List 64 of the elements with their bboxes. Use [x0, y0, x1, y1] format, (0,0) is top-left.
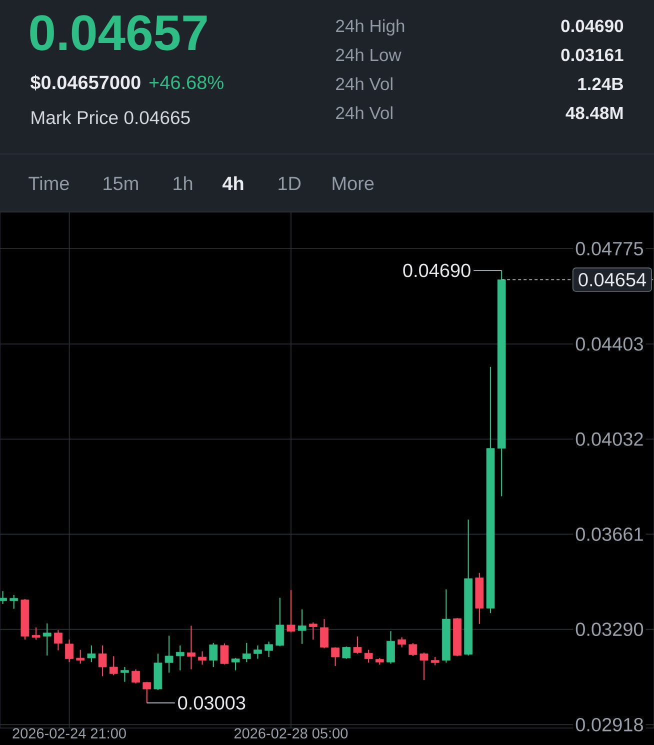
candlestick — [120, 666, 129, 682]
candlestick — [198, 650, 206, 666]
y-tick-label: 0.03290 — [576, 622, 644, 636]
text: $0.04657000 — [30, 74, 140, 90]
candlestick — [42, 622, 52, 656]
y-tick-label: 0.03661 — [576, 527, 643, 541]
candlestick — [254, 644, 262, 660]
text: 15m — [104, 176, 138, 190]
candlestick — [408, 642, 418, 657]
text: 24h Vol — [336, 106, 392, 120]
text: 0.04690 — [561, 20, 624, 32]
candlestick — [65, 639, 74, 663]
candlestick — [76, 649, 85, 664]
text: 0.03161 — [561, 48, 624, 62]
candlestick — [276, 597, 284, 647]
text: 1D — [278, 176, 301, 190]
candlestick — [231, 657, 240, 671]
text: 24h Low — [336, 48, 402, 62]
candlestick — [209, 642, 218, 668]
candlestick — [54, 630, 62, 651]
text: More — [332, 176, 374, 190]
x-tick-label: 2026-02-28 05:00 — [234, 728, 348, 738]
candlestick — [10, 594, 18, 610]
candlestick — [298, 608, 306, 644]
annotation: 0.04690 — [403, 264, 470, 278]
candlestick — [308, 622, 318, 640]
candlestick — [109, 656, 118, 676]
candlestick — [220, 642, 229, 665]
candlestick — [187, 625, 196, 670]
candlestick — [132, 668, 140, 684]
candlestick — [353, 636, 362, 654]
y-tick-label: 0.02918 — [576, 718, 643, 732]
text: 1h — [174, 176, 192, 190]
y-tick-label: 0.04032 — [576, 432, 643, 446]
candlestick — [386, 630, 395, 664]
text: 24h High — [336, 19, 404, 36]
candlestick — [164, 635, 174, 674]
candlestick — [264, 641, 273, 658]
candlestick — [98, 644, 107, 677]
y-tick-label: 0.04775 — [576, 242, 643, 256]
candlestick — [87, 644, 96, 663]
text: 48.48M — [566, 106, 623, 120]
text: Mark Price 0.04665 — [32, 110, 190, 124]
text: 24h Vol — [336, 77, 392, 90]
candlestick — [420, 652, 428, 681]
candlestick — [286, 590, 296, 633]
y-tick-label: 0.04403 — [576, 337, 643, 351]
candlestick — [176, 644, 184, 671]
candlestick — [320, 618, 328, 649]
candlestick — [364, 649, 373, 664]
x-tick-label: 2026-02-24 21:00 — [12, 728, 126, 738]
text: +46.68% — [149, 76, 224, 90]
candlestick — [342, 646, 351, 660]
text: 1.24B — [578, 78, 624, 90]
candlestick — [142, 681, 152, 704]
ref-line-label: 0.04654 — [578, 272, 646, 286]
candlestick — [331, 646, 340, 667]
text: 4h — [222, 176, 244, 190]
chart-title: 0.04657 — [30, 15, 207, 50]
candlestick — [242, 642, 251, 663]
text: Time — [28, 176, 69, 190]
candlestick — [32, 626, 40, 640]
candlestick — [398, 636, 406, 648]
annotation: 0.03003 — [178, 696, 246, 710]
